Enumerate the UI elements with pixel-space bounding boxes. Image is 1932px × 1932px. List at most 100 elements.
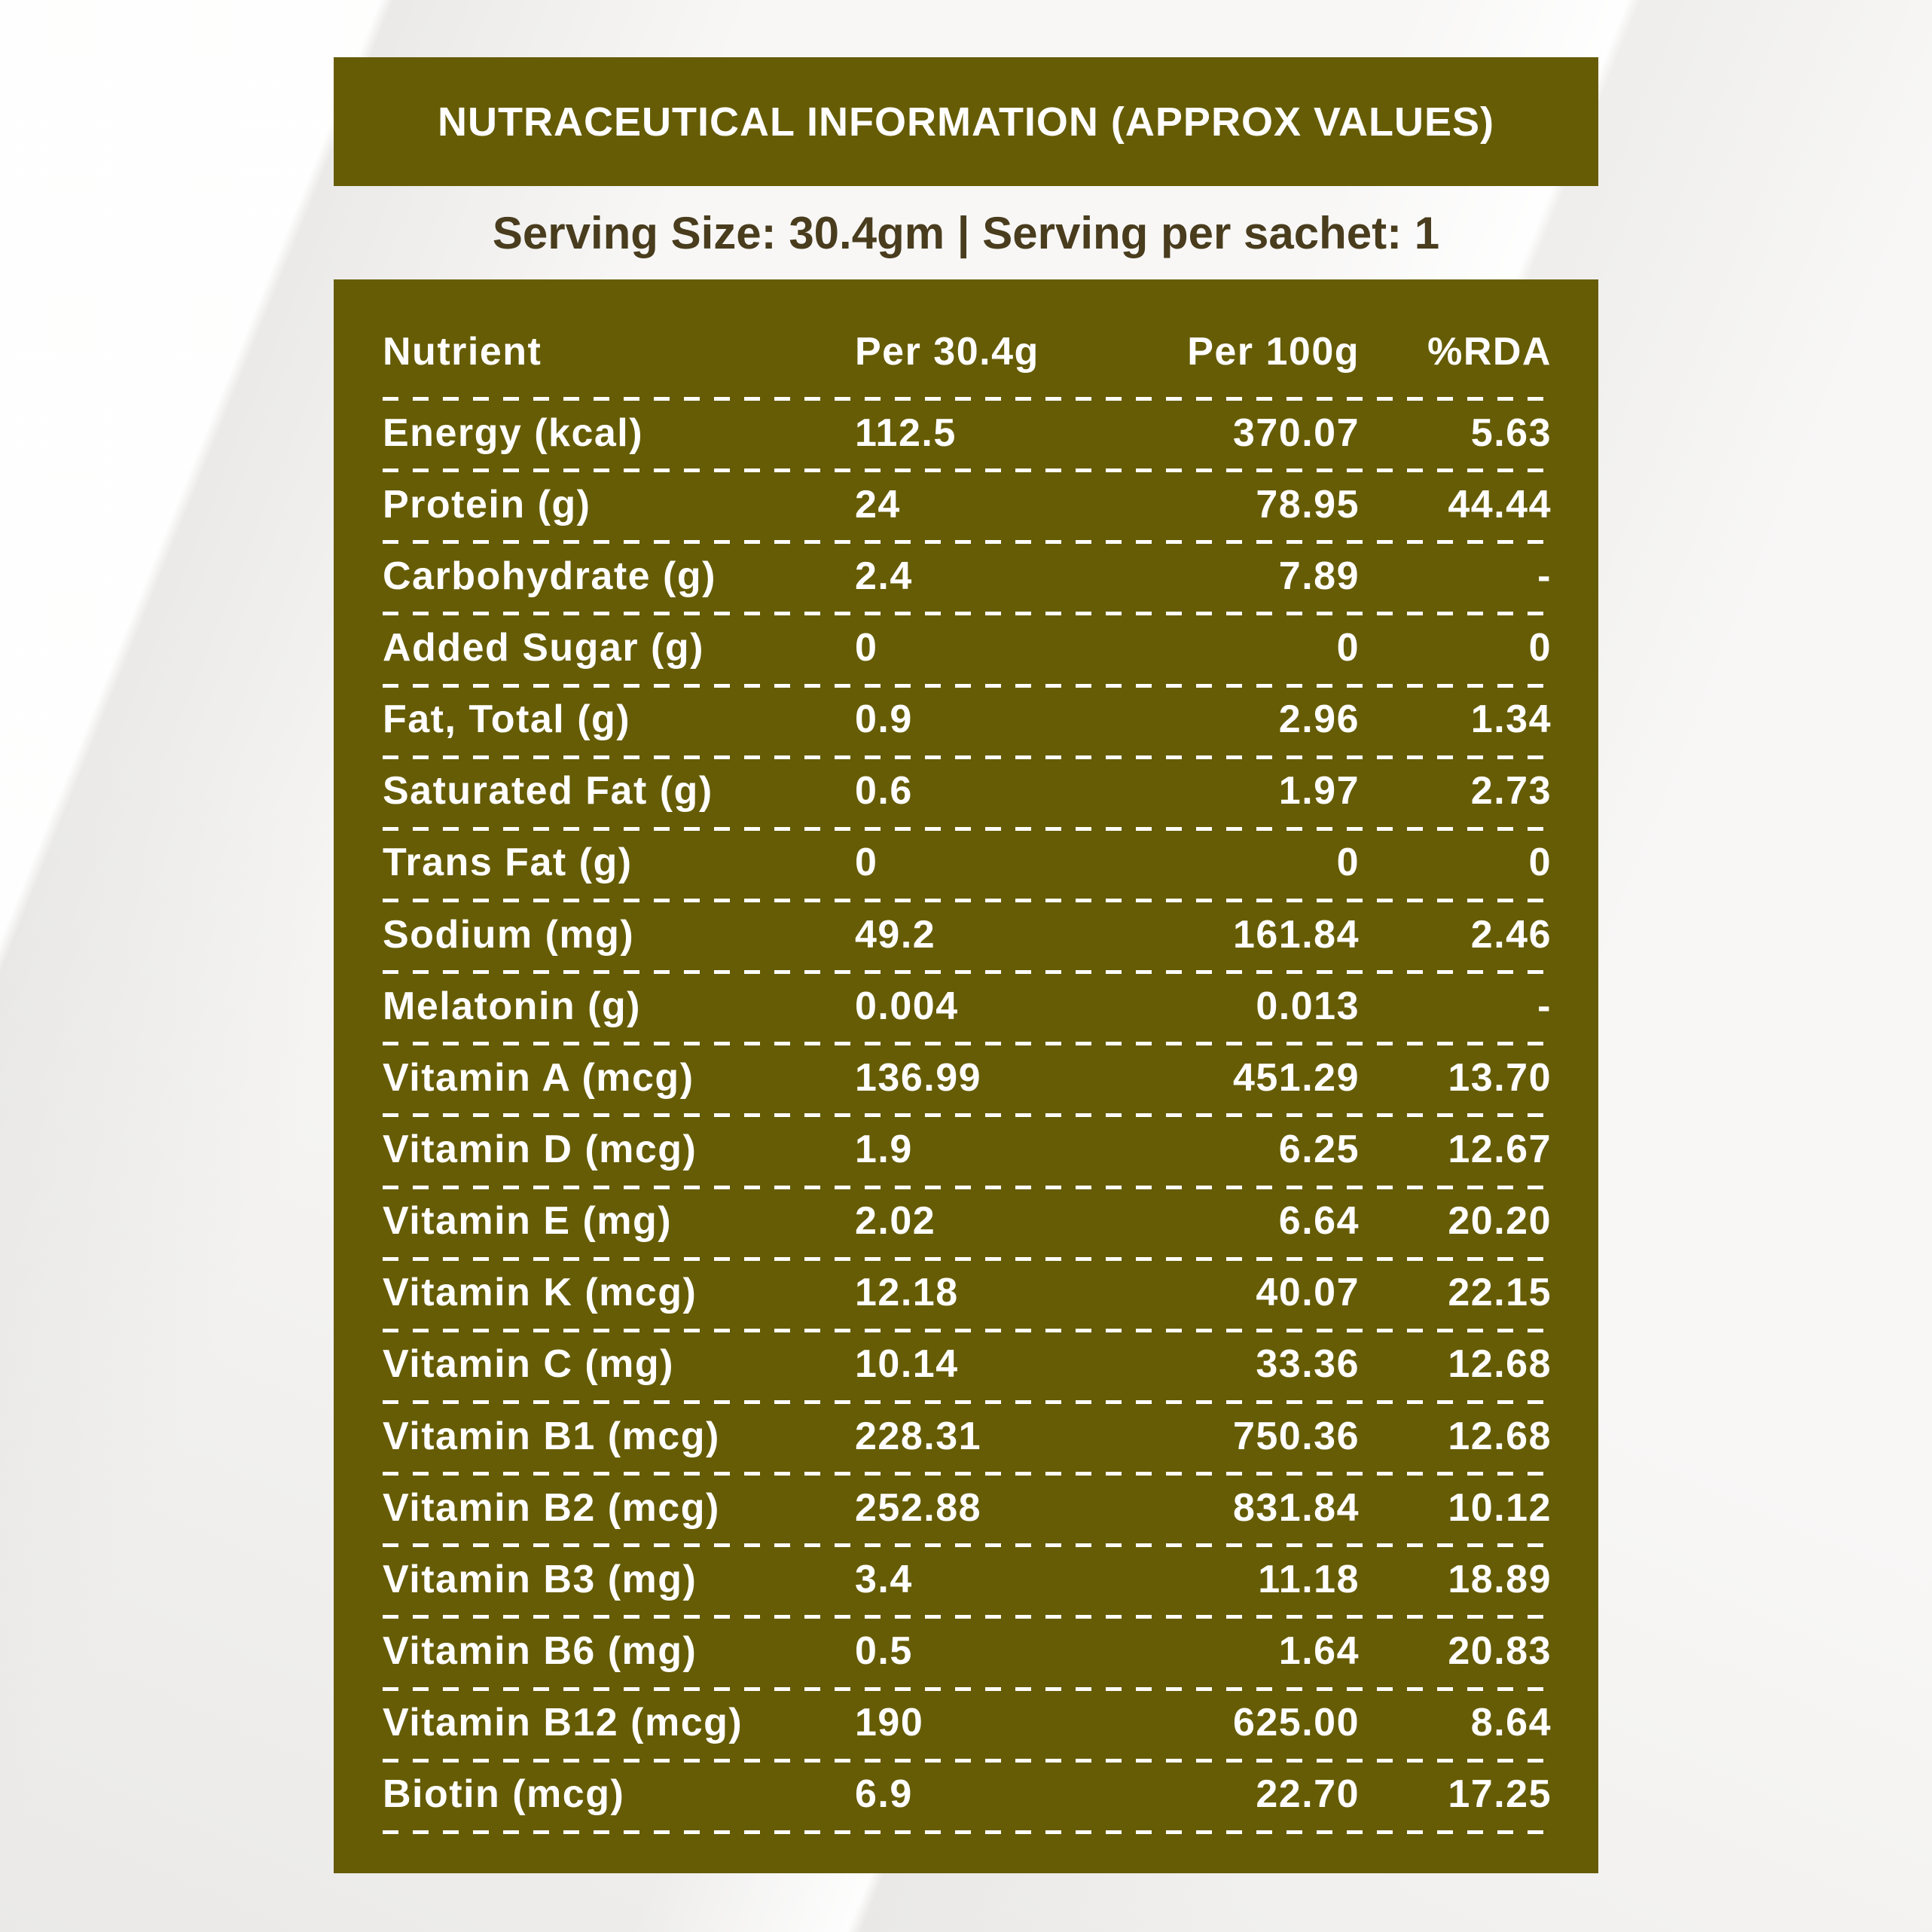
per-serving-value: 3.4 — [855, 1557, 913, 1601]
rda-value: 12.68 — [1448, 1342, 1552, 1387]
nutrient-name: Protein (g) — [383, 482, 591, 526]
per-100g-value: 2.96 — [1278, 697, 1360, 742]
per-serving-value: 2.4 — [855, 554, 913, 598]
column-header-rda: %RDA — [1427, 330, 1552, 374]
per-serving-value: 0.004 — [855, 984, 959, 1028]
per-100g-value: 6.64 — [1278, 1199, 1360, 1244]
table-row: Vitamin D (mcg) 1.9 6.25 12.67 — [383, 1113, 1552, 1185]
per-100g-value: 625.00 — [1232, 1701, 1360, 1745]
column-header-per-100g: Per 100g — [1187, 330, 1360, 374]
table-end-divider — [383, 1830, 1552, 1834]
per-serving-value: 10.14 — [855, 1342, 959, 1387]
per-100g-value: 11.18 — [1258, 1557, 1360, 1601]
rda-value: 0 — [1528, 841, 1552, 885]
rda-value: 20.83 — [1448, 1628, 1552, 1673]
per-100g-value: 40.07 — [1256, 1271, 1360, 1315]
nutrient-name: Vitamin C (mg) — [383, 1342, 674, 1387]
nutrient-name: Vitamin B12 (mcg) — [383, 1701, 743, 1745]
table-row: Carbohydrate (g) 2.4 7.89 - — [383, 540, 1552, 612]
table-row: Protein (g) 24 78.95 44.44 — [383, 469, 1552, 540]
nutrient-name: Energy (kcal) — [383, 411, 644, 455]
table-row: Vitamin K (mcg) 12.18 40.07 22.15 — [383, 1256, 1552, 1329]
per-100g-value: 750.36 — [1232, 1414, 1360, 1458]
title-bar: NUTRACEUTICAL INFORMATION (APPROX VALUES… — [334, 57, 1598, 186]
rda-value: 1.34 — [1470, 697, 1552, 742]
table-row: Trans Fat (g) 0 0 0 — [383, 826, 1552, 899]
table-row: Vitamin A (mcg) 136.99 451.29 13.70 — [383, 1042, 1552, 1113]
per-serving-value: 1.9 — [855, 1127, 913, 1171]
rda-value: 44.44 — [1448, 482, 1552, 526]
per-100g-value: 370.07 — [1232, 411, 1360, 455]
per-serving-value: 112.5 — [855, 411, 957, 455]
nutrient-name: Vitamin B6 (mg) — [383, 1628, 697, 1673]
nutrient-name: Added Sugar (g) — [383, 625, 704, 670]
per-100g-value: 831.84 — [1232, 1485, 1360, 1530]
nutrient-name: Melatonin (g) — [383, 984, 642, 1028]
table-row: Vitamin E (mg) 2.02 6.64 20.20 — [383, 1185, 1552, 1257]
nutrient-name: Carbohydrate (g) — [383, 554, 716, 598]
rda-value: 2.46 — [1470, 912, 1552, 957]
nutrient-name: Vitamin E (mg) — [383, 1199, 673, 1244]
rda-value: 17.25 — [1448, 1772, 1552, 1817]
table-body: Energy (kcal) 112.5 370.07 5.63 Protein … — [383, 397, 1552, 1830]
nutrient-name: Biotin (mcg) — [383, 1772, 625, 1817]
nutrient-name: Vitamin K (mcg) — [383, 1271, 697, 1315]
table-header-row: Nutrient Per 30.4g Per 100g %RDA — [383, 279, 1552, 397]
per-serving-value: 252.88 — [855, 1485, 982, 1530]
table-row: Energy (kcal) 112.5 370.07 5.63 — [383, 397, 1552, 469]
per-serving-value: 24 — [855, 482, 901, 526]
nutrient-name: Vitamin B2 (mcg) — [383, 1485, 720, 1530]
per-100g-value: 0.013 — [1256, 984, 1360, 1028]
per-serving-value: 49.2 — [855, 912, 936, 957]
per-100g-value: 1.64 — [1278, 1628, 1360, 1673]
table-row: Vitamin B2 (mcg) 252.88 831.84 10.12 — [383, 1472, 1552, 1543]
rda-value: 18.89 — [1448, 1557, 1552, 1601]
table-row: Fat, Total (g) 0.9 2.96 1.34 — [383, 683, 1552, 755]
rda-value: 2.73 — [1470, 769, 1552, 813]
table-row: Vitamin B3 (mg) 3.4 11.18 18.89 — [383, 1543, 1552, 1615]
per-serving-value: 0 — [855, 841, 878, 885]
rda-value: 20.20 — [1448, 1199, 1552, 1244]
per-100g-value: 22.70 — [1256, 1772, 1360, 1817]
nutrient-name: Vitamin A (mcg) — [383, 1055, 694, 1100]
table-row: Biotin (mcg) 6.9 22.70 17.25 — [383, 1758, 1552, 1830]
nutrient-name: Saturated Fat (g) — [383, 769, 713, 813]
per-serving-value: 2.02 — [855, 1199, 936, 1244]
per-serving-value: 0.5 — [855, 1628, 913, 1673]
per-serving-value: 136.99 — [855, 1055, 982, 1100]
per-100g-value: 33.36 — [1256, 1342, 1360, 1387]
table-row: Vitamin B1 (mcg) 228.31 750.36 12.68 — [383, 1399, 1552, 1472]
per-100g-value: 0 — [1336, 625, 1360, 670]
rda-value: 13.70 — [1448, 1055, 1552, 1100]
per-100g-value: 0 — [1336, 841, 1360, 885]
page-title: NUTRACEUTICAL INFORMATION (APPROX VALUES… — [438, 99, 1494, 145]
table-row: Added Sugar (g) 0 0 0 — [383, 612, 1552, 683]
table-row: Saturated Fat (g) 0.6 1.97 2.73 — [383, 755, 1552, 827]
nutrient-name: Trans Fat (g) — [383, 841, 633, 885]
per-serving-value: 12.18 — [855, 1271, 959, 1315]
table-row: Melatonin (g) 0.004 0.013 - — [383, 970, 1552, 1042]
per-serving-value: 0 — [855, 625, 878, 670]
per-serving-value: 228.31 — [855, 1414, 982, 1458]
per-serving-value: 0.6 — [855, 769, 913, 813]
per-serving-value: 6.9 — [855, 1772, 913, 1817]
per-100g-value: 451.29 — [1232, 1055, 1360, 1100]
rda-value: - — [1537, 984, 1552, 1028]
rda-value: - — [1537, 554, 1552, 598]
column-header-per-serving: Per 30.4g — [855, 330, 1039, 374]
column-header-nutrient: Nutrient — [383, 330, 542, 374]
nutrient-name: Vitamin B3 (mg) — [383, 1557, 697, 1601]
table-row: Sodium (mg) 49.2 161.84 2.46 — [383, 898, 1552, 970]
nutrient-name: Fat, Total (g) — [383, 697, 631, 742]
nutrient-name: Sodium (mg) — [383, 912, 635, 957]
rda-value: 8.64 — [1470, 1701, 1552, 1745]
per-serving-value: 190 — [855, 1701, 924, 1745]
nutrient-name: Vitamin B1 (mcg) — [383, 1414, 720, 1458]
rda-value: 5.63 — [1470, 411, 1552, 455]
per-100g-value: 78.95 — [1256, 482, 1360, 526]
per-100g-value: 7.89 — [1278, 554, 1360, 598]
per-100g-value: 1.97 — [1278, 769, 1360, 813]
nutrition-table: Nutrient Per 30.4g Per 100g %RDA Energy … — [383, 279, 1552, 1834]
nutrient-name: Vitamin D (mcg) — [383, 1127, 697, 1171]
nutrition-panel: Nutrient Per 30.4g Per 100g %RDA Energy … — [334, 279, 1598, 1873]
